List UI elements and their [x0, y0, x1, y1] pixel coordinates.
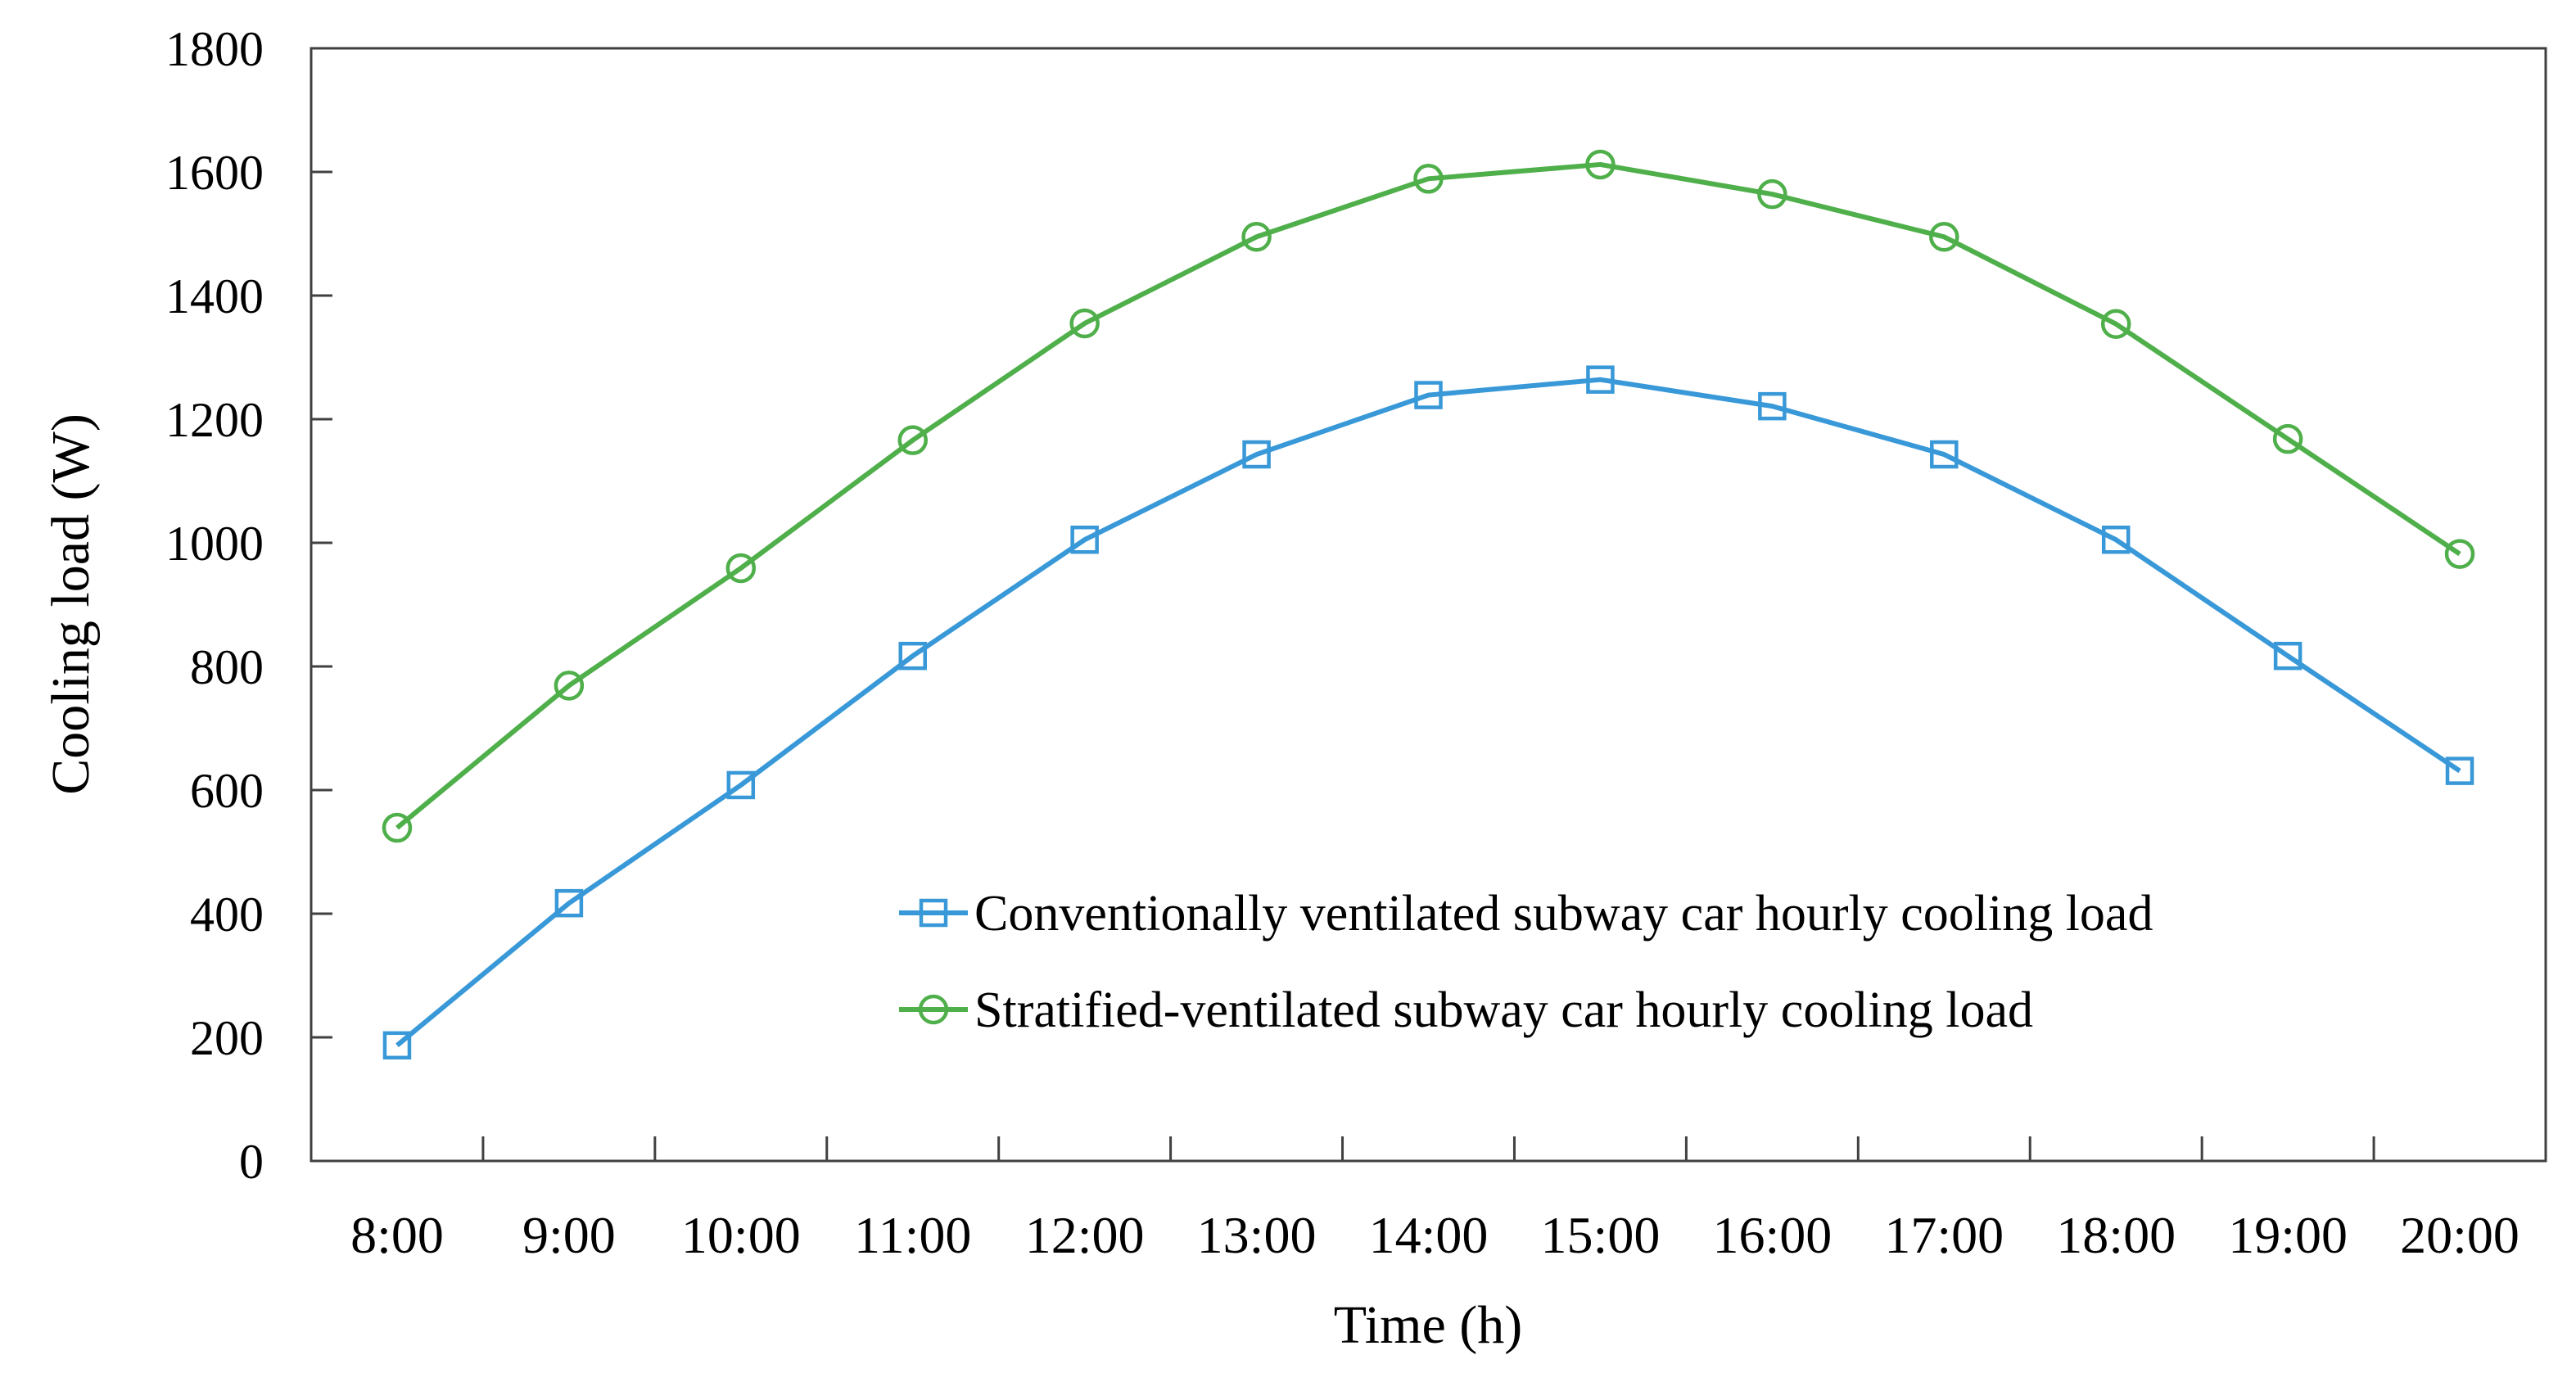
y-tick-label: 200: [190, 1011, 264, 1065]
legend-item: Stratified-ventilated subway car hourly …: [899, 982, 2033, 1038]
data-point-marker: [382, 1031, 412, 1060]
x-axis: 8:00 9:00 10:00 11:00 12:00 13:00 14:00 15:00 16…: [350, 1136, 2520, 1264]
series-layer: [382, 149, 2475, 1060]
data-point-marker: [1414, 381, 1443, 409]
legend-circle-marker-icon: [918, 994, 949, 1025]
plot-frame: [310, 47, 2547, 1163]
x-tick-label: 20:00: [2400, 1206, 2520, 1264]
data-point-marker: [2273, 641, 2303, 671]
series-line: [395, 377, 2461, 1048]
x-tick-label: 8:00: [350, 1206, 444, 1264]
y-tick-label: 400: [190, 887, 264, 942]
data-point-marker: [2444, 539, 2475, 569]
series-conventional: [382, 365, 2474, 1060]
data-point-marker: [1757, 178, 1787, 210]
data-point-marker: [1758, 391, 1787, 421]
x-tick-label: 15:00: [1541, 1206, 1661, 1264]
y-tick-label: 1000: [165, 517, 264, 571]
y-tick-label: 800: [190, 640, 264, 694]
x-tick-label: 10:00: [681, 1206, 801, 1264]
data-point-marker: [726, 770, 756, 800]
data-point-marker: [1930, 440, 1959, 469]
data-point-marker: [725, 553, 757, 584]
data-point-marker: [2445, 757, 2474, 785]
x-tick-label: 17:00: [1884, 1206, 2004, 1264]
data-point-marker: [554, 671, 585, 701]
data-point-marker: [2272, 423, 2303, 454]
data-point-marker: [898, 641, 927, 671]
data-point-marker: [2100, 309, 2131, 339]
series-stratified: [382, 149, 2475, 843]
x-tick-label: 9:00: [522, 1206, 616, 1264]
data-point-marker: [1585, 149, 1616, 180]
x-tick-label: 13:00: [1197, 1206, 1317, 1264]
data-point-marker: [1929, 222, 1959, 252]
y-tick-label: 1800: [165, 22, 264, 76]
data-point-marker: [1586, 365, 1615, 394]
legend: Conventionally ventilated subway car hou…: [899, 886, 2153, 1038]
x-tick-label: 11:00: [854, 1206, 971, 1264]
y-tick-label: 1600: [165, 146, 264, 200]
data-point-marker: [1070, 525, 1099, 554]
y-axis-title: Cooling load (W): [41, 413, 101, 795]
y-tick-label: 600: [190, 764, 264, 818]
x-axis-title: Time (h): [1334, 1295, 1522, 1355]
data-point-marker: [382, 812, 413, 843]
legend-label: Conventionally ventilated subway car hou…: [974, 886, 2153, 942]
legend-label: Stratified-ventilated subway car hourly …: [974, 982, 2033, 1038]
series-line: [395, 161, 2461, 830]
y-axis: 0 200 400 600 800 1000 1200 1400 1600 1800: [165, 22, 332, 1189]
x-tick-label: 19:00: [2228, 1206, 2348, 1264]
x-tick-label: 18:00: [2056, 1206, 2176, 1264]
legend-item: Conventionally ventilated subway car hou…: [899, 886, 2153, 942]
data-point-marker: [1069, 308, 1100, 339]
legend-square-marker-icon: [919, 898, 948, 928]
data-point-marker: [2101, 525, 2131, 554]
x-tick-label: 16:00: [1712, 1206, 1832, 1264]
data-point-marker: [1242, 440, 1271, 469]
y-tick-label: 1200: [165, 393, 264, 447]
x-tick-label: 12:00: [1025, 1206, 1145, 1264]
data-point-marker: [554, 888, 584, 918]
y-tick-label: 1400: [165, 269, 264, 323]
data-point-marker: [897, 425, 928, 455]
x-tick-label: 14:00: [1369, 1206, 1489, 1264]
y-tick-label: 0: [239, 1135, 264, 1189]
data-point-marker: [1241, 222, 1272, 252]
data-point-marker: [1413, 164, 1444, 194]
